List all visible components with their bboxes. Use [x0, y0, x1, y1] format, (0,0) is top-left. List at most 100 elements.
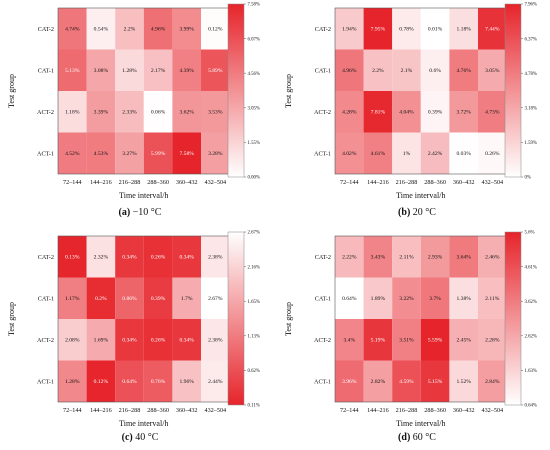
cell-label: 0.76%	[151, 379, 166, 385]
colorbar-tick-label: 7.58%	[248, 3, 260, 8]
heatmap-cell	[115, 360, 144, 402]
cell-label: 0.64%	[122, 379, 137, 385]
x-axis-title: Time interval/h	[119, 191, 168, 200]
heatmap-cell	[58, 132, 87, 174]
heatmap-cell	[420, 236, 450, 278]
heatmap-cell	[86, 277, 116, 319]
x-tick-label: 72–144	[340, 179, 359, 186]
heatmap-cell	[143, 277, 173, 319]
heatmap-cell	[115, 277, 144, 319]
x-tick-label: 360–432	[176, 407, 198, 414]
heatmap-cell	[86, 91, 116, 133]
heatmap-cell	[420, 132, 450, 174]
heatmap-cell	[335, 132, 364, 174]
cell-label: 2.67%	[208, 296, 223, 302]
cell-label: 4.28%	[342, 110, 357, 116]
y-tick-label: ACT-2	[37, 337, 54, 344]
heatmap-cell	[115, 49, 144, 91]
heatmap-cell	[478, 49, 507, 91]
x-tick-label: 432–504	[204, 407, 226, 414]
cell-label: 1.69%	[94, 338, 109, 344]
heatmap-cell	[363, 132, 393, 174]
cell-label: 2.44%	[208, 379, 223, 385]
heatmap-cell	[478, 236, 507, 278]
heatmap-cell	[143, 319, 173, 361]
x-axis-title: Time interval/h	[396, 191, 445, 200]
x-tick-label: 144–216	[367, 407, 389, 414]
heatmap-cell	[201, 360, 230, 402]
cell-label: 3.64%	[456, 255, 471, 261]
heatmap-cell	[335, 236, 364, 278]
colorbar	[504, 231, 522, 406]
x-tick-label: 360–432	[453, 179, 475, 186]
x-axis-title: Time interval/h	[119, 419, 168, 428]
cell-label: 2.38%	[208, 338, 223, 344]
heatmap-cell	[58, 49, 87, 91]
heatmap-cell	[58, 91, 87, 133]
y-tick-label: CAT-1	[38, 295, 54, 302]
x-tick-label: 360–432	[176, 179, 198, 186]
x-tick-label: 432–504	[481, 179, 503, 186]
x-tick-label: 288–360	[424, 179, 446, 186]
heatmap-panel-1: 4.74% 0.54% 2.2% 4.96% 3.99% 0.12% 5.13% 3.08% 1…	[7, 3, 260, 200]
cell-label: 0.86%	[122, 296, 137, 302]
y-axis-title: Test group	[7, 74, 16, 108]
heatmap-cell	[86, 132, 116, 174]
y-tick-label: CAT-2	[315, 26, 331, 33]
heatmap-cell	[335, 91, 364, 133]
heatmap-cell	[143, 91, 173, 133]
cell-label: 3.08%	[94, 68, 109, 74]
colorbar-tick-label: 6.37%	[525, 37, 537, 42]
cell-label: 0.64%	[342, 296, 357, 302]
cell-label: 0.54%	[94, 27, 109, 33]
cell-label: 4.96%	[342, 68, 357, 74]
heatmap-cell	[392, 8, 421, 50]
cell-label: 1.89%	[371, 296, 386, 302]
cell-label: 5.59%	[428, 338, 443, 344]
heatmap-cell	[86, 319, 116, 361]
x-tick-label: 144–216	[367, 179, 389, 186]
colorbar-tick-label: 3.62%	[525, 300, 537, 305]
cell-label: 0.01%	[428, 27, 443, 33]
heatmap-cell	[420, 91, 450, 133]
heatmap-cell	[392, 132, 421, 174]
heatmap-cell	[58, 360, 87, 402]
panel-caption-condition: 40 °C	[133, 432, 159, 443]
cell-label: 2.22%	[342, 255, 357, 261]
heatmap-cell	[143, 8, 173, 50]
heatmap-cell	[172, 91, 201, 133]
x-tick-label: 72–144	[63, 179, 82, 186]
x-tick-label: 72–144	[340, 407, 359, 414]
x-tick-label: 432–504	[204, 179, 226, 186]
heatmap-cell	[363, 8, 393, 50]
cell-label: 1.28%	[122, 68, 137, 74]
heatmap-cell	[449, 49, 478, 91]
heatmap-cell	[172, 236, 201, 278]
y-tick-label: ACT-2	[37, 109, 54, 116]
cell-label: 0.13%	[65, 255, 80, 261]
x-tick-label: 216–288	[396, 407, 418, 414]
heatmap-cell	[363, 360, 393, 402]
cell-label: 0.39%	[151, 296, 166, 302]
cell-label: 3.4%	[343, 338, 355, 344]
cell-label: 1.7%	[181, 296, 193, 302]
y-axis-title: Test group	[7, 302, 16, 336]
cell-label: 0.34%	[179, 255, 194, 261]
y-tick-label: CAT-1	[38, 67, 54, 74]
heatmap-cell	[143, 236, 173, 278]
cell-label: 0.26%	[151, 255, 166, 261]
cell-label: 1.38%	[456, 296, 471, 302]
heatmap-cell	[86, 8, 116, 50]
cell-label: 2.1%	[401, 68, 413, 74]
cell-label: 5.15%	[428, 379, 443, 385]
heatmap-cell	[420, 277, 450, 319]
cell-label: 3.05%	[485, 68, 500, 74]
x-tick-label: 144–216	[90, 407, 112, 414]
cell-label: 2.32%	[94, 255, 109, 261]
cell-label: 4.76%	[456, 68, 471, 74]
colorbar-tick-label: 2.62%	[525, 335, 537, 340]
heatmap-cell	[478, 277, 507, 319]
heatmap-cell	[363, 91, 393, 133]
cell-label: 1%	[403, 151, 411, 157]
colorbar-tick-label: 2.67%	[248, 231, 260, 236]
